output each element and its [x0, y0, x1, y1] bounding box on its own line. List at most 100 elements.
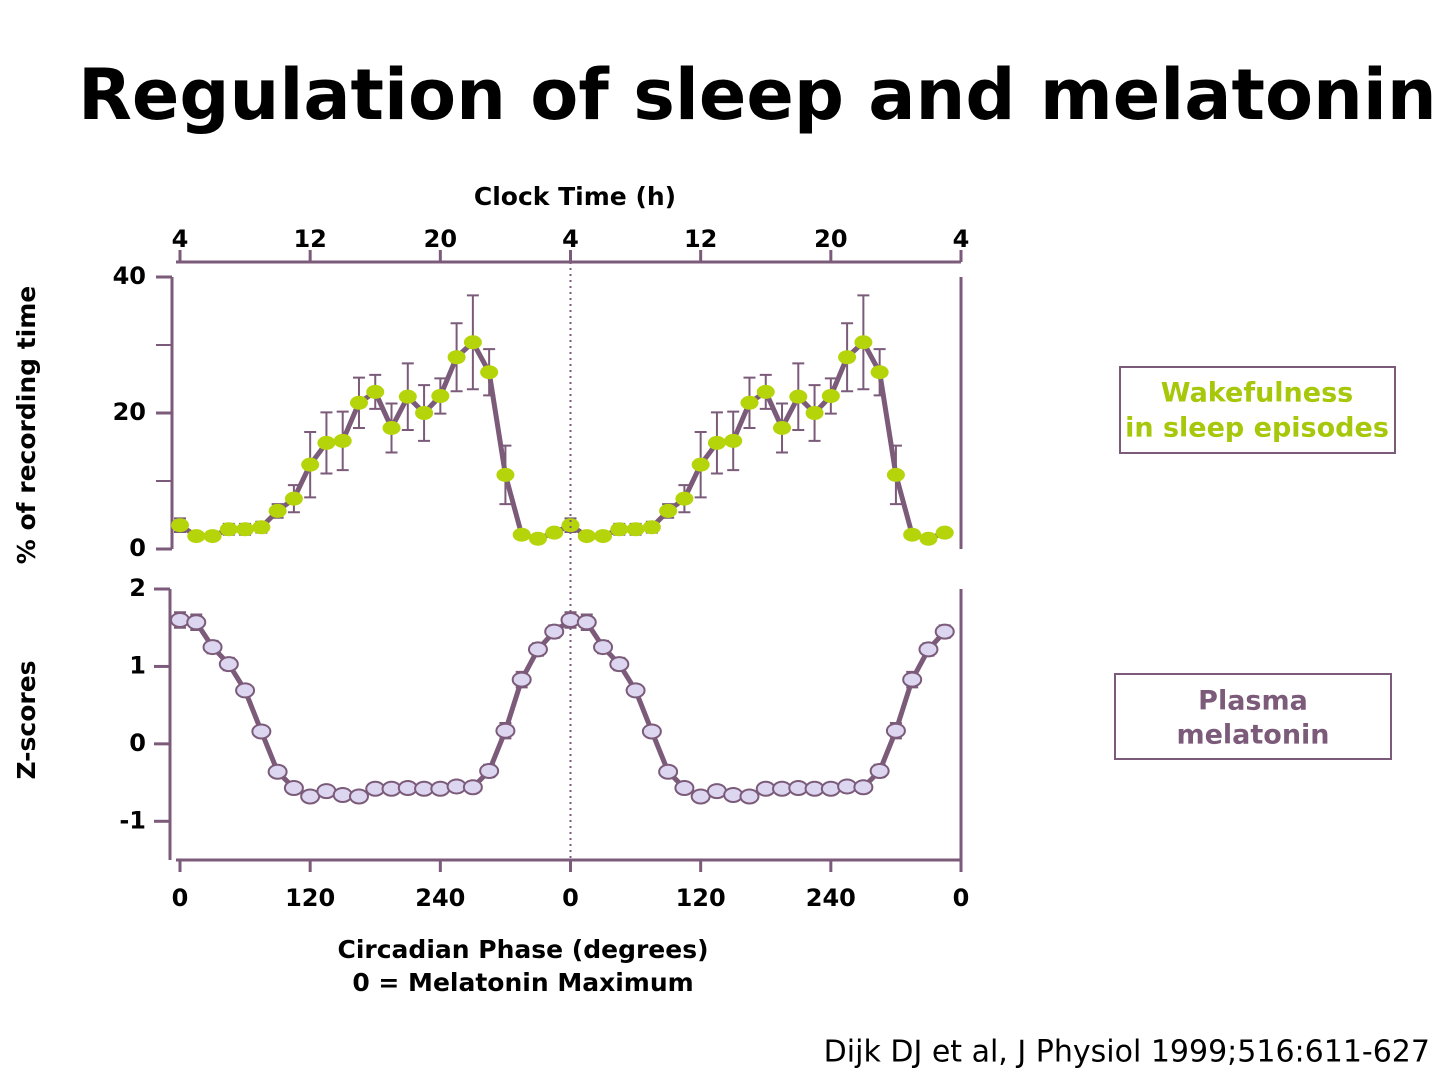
top-tick-label: 4: [172, 225, 189, 253]
x-tick-label: 120: [676, 884, 726, 912]
marker: [479, 762, 500, 779]
marker: [283, 779, 304, 796]
legend-box: [1114, 673, 1392, 760]
marker: [170, 611, 190, 628]
marker: [853, 779, 874, 796]
marker: [626, 522, 645, 537]
marker: [594, 529, 613, 544]
y-tick-label: 20: [113, 398, 146, 426]
marker: [186, 614, 207, 631]
marker: [838, 350, 857, 365]
marker: [577, 529, 596, 544]
marker: [171, 518, 189, 533]
marker: [187, 529, 206, 544]
marker: [675, 491, 694, 506]
marker: [397, 779, 418, 796]
marker: [382, 420, 401, 435]
y-tick-label: 1: [129, 651, 146, 679]
x-axis-label: 0 = Melatonin Maximum: [352, 968, 693, 997]
marker: [480, 365, 499, 380]
y-tick-label: 40: [113, 262, 146, 290]
marker: [219, 522, 238, 537]
y-tick-label: 2: [129, 574, 146, 602]
marker: [267, 763, 288, 780]
x-axis-label: Circadian Phase (degrees): [337, 935, 708, 964]
marker: [837, 778, 858, 795]
marker: [820, 780, 841, 797]
y-tick-label: 0: [129, 534, 146, 562]
marker: [740, 395, 759, 410]
marker: [902, 671, 923, 688]
legend-label: melatonin: [1176, 720, 1329, 751]
marker: [934, 623, 955, 640]
marker: [301, 457, 320, 472]
marker: [202, 639, 223, 656]
marker: [641, 723, 662, 740]
x-tick-label: 0: [953, 884, 970, 912]
marker: [560, 611, 581, 628]
marker: [528, 531, 547, 546]
marker: [316, 783, 337, 800]
y-axis-label: % of recording time: [12, 286, 41, 565]
marker: [756, 384, 775, 399]
top-tick-label: 20: [814, 225, 847, 253]
legend-label: in sleep episodes: [1125, 413, 1389, 444]
series-line: [179, 617, 947, 800]
marker: [658, 763, 679, 780]
marker: [349, 395, 368, 410]
marker: [252, 520, 271, 535]
marker: [869, 762, 890, 779]
top-tick-label: 4: [953, 225, 970, 253]
slide-title: Regulation of sleep and melatonin: [78, 54, 1437, 136]
x-tick-label: 120: [285, 884, 335, 912]
marker: [935, 525, 954, 540]
marker: [805, 406, 824, 420]
marker: [284, 491, 303, 506]
marker: [218, 656, 239, 673]
marker: [789, 389, 808, 404]
marker: [885, 722, 906, 739]
y-axis-label: Z-scores: [12, 660, 41, 779]
marker: [447, 350, 466, 365]
marker: [870, 365, 889, 380]
marker: [773, 420, 792, 435]
marker: [381, 780, 402, 797]
marker: [723, 786, 744, 803]
marker: [545, 525, 564, 540]
marker: [593, 639, 614, 656]
marker: [642, 520, 661, 535]
marker: [317, 435, 336, 450]
marker: [903, 527, 922, 542]
marker: [251, 723, 272, 740]
legend-label: Wakefulness: [1161, 378, 1353, 409]
marker: [511, 671, 532, 688]
marker: [724, 433, 743, 448]
marker: [854, 335, 873, 350]
marker: [576, 614, 597, 631]
marker: [332, 786, 353, 803]
marker: [333, 433, 352, 448]
marker: [739, 788, 760, 805]
marker: [203, 529, 222, 544]
marker: [821, 389, 840, 403]
top-tick-label: 12: [293, 225, 326, 253]
marker: [446, 778, 467, 795]
marker: [527, 641, 548, 658]
marker: [495, 722, 516, 739]
legend-box: [1119, 366, 1396, 454]
marker: [707, 435, 726, 450]
y-tick-label: -1: [119, 806, 146, 834]
marker: [462, 779, 483, 796]
x-tick-label: 0: [562, 884, 579, 912]
marker: [268, 503, 287, 518]
marker: [236, 522, 255, 537]
marker: [496, 467, 515, 482]
marker: [706, 783, 727, 800]
x-tick-label: 0: [172, 884, 189, 912]
marker: [659, 503, 678, 518]
marker: [674, 779, 695, 796]
y-tick-label: 0: [129, 729, 146, 757]
marker: [431, 389, 450, 403]
marker: [625, 682, 646, 699]
marker: [886, 467, 905, 482]
